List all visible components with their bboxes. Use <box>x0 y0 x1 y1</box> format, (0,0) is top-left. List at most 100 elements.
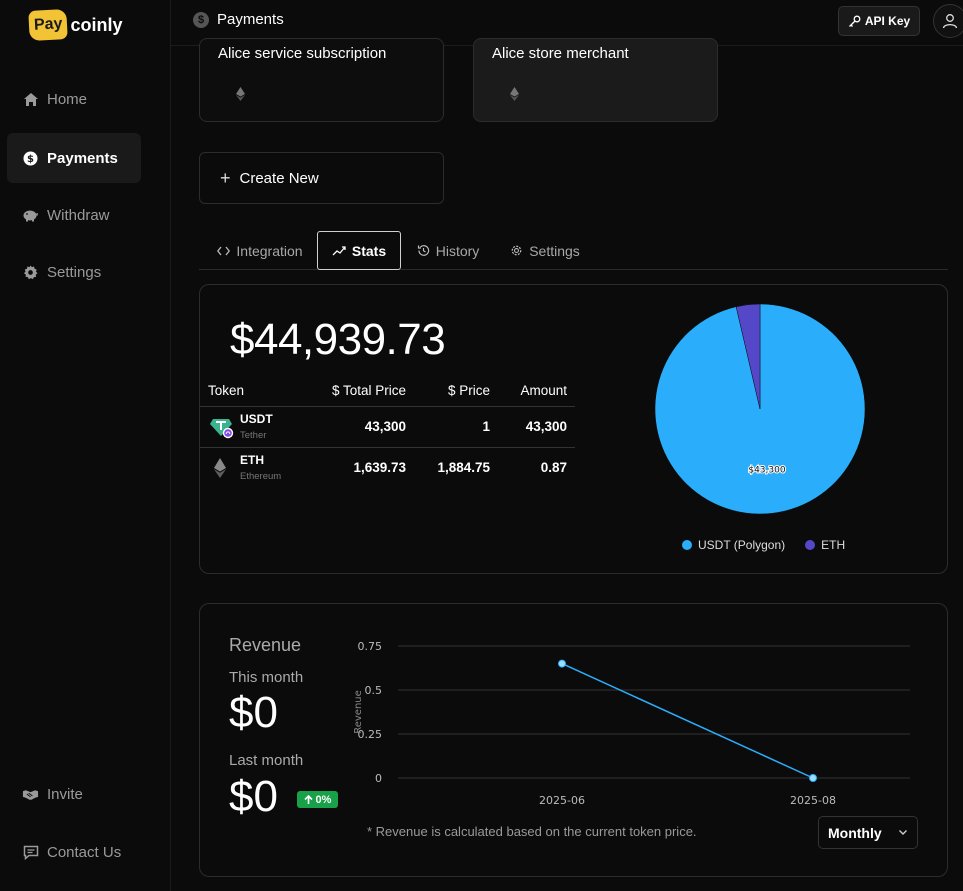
col-price: $ Price <box>447 383 490 398</box>
legend-item-usdt[interactable]: USDT (Polygon) <box>682 538 785 552</box>
tab-history[interactable]: History <box>411 231 485 270</box>
trend-icon <box>332 245 346 255</box>
cell-amount: 0.87 <box>540 460 567 475</box>
revenue-line-chart: 0 0.25 0.5 0.75 2025-06 2025-08 Revenue <box>340 626 920 821</box>
sidebar-item-label: Payments <box>47 149 118 167</box>
sidebar-item-invite[interactable]: Invite <box>7 769 141 819</box>
logo[interactable]: Pay coinly <box>28 9 123 41</box>
code-icon <box>217 246 231 255</box>
col-total-price: $ Total Price <box>331 383 406 398</box>
period-select[interactable]: Monthly <box>818 816 918 849</box>
home-icon <box>22 91 39 108</box>
logo-coinly: coinly <box>70 14 123 35</box>
create-new-button[interactable]: + Create New <box>199 152 444 204</box>
page-title: $ Payments <box>193 11 284 28</box>
page-title-text: Payments <box>217 11 284 28</box>
tab-label: Integration <box>236 242 303 259</box>
token-table-header: Token $ Total Price $ Price Amount <box>200 377 575 407</box>
this-month-value: $0 <box>229 688 278 737</box>
legend-item-eth[interactable]: ETH <box>805 538 845 552</box>
series-line <box>561 662 814 779</box>
tab-settings[interactable]: Settings <box>505 231 585 270</box>
sidebar-item-label: Invite <box>47 785 83 803</box>
token-symbol: ETH <box>240 453 264 467</box>
stats-card: $44,939.73 Token $ Total Price $ Price A… <box>199 284 948 574</box>
project-card-alice-service[interactable]: Alice service subscription <box>199 38 444 122</box>
tether-icon <box>210 419 234 439</box>
pie-legend: USDT (Polygon) ETH <box>682 538 865 552</box>
period-select-value: Monthly <box>828 824 882 841</box>
sidebar-item-label: Settings <box>47 263 102 281</box>
cell-amount: 43,300 <box>525 419 567 434</box>
x-tick-label: 2025-08 <box>790 794 836 807</box>
user-avatar-button[interactable] <box>933 4 963 38</box>
dollar-icon: $ <box>22 150 39 167</box>
token-symbol: USDT <box>240 412 273 426</box>
legend-dot <box>682 540 692 550</box>
data-point[interactable] <box>809 774 817 782</box>
create-new-label: Create New <box>239 169 319 187</box>
pie-slice-eth[interactable] <box>735 303 761 410</box>
this-month-label: This month <box>229 669 304 686</box>
revenue-title: Revenue <box>229 635 302 655</box>
col-token: Token <box>208 383 245 398</box>
logo-pay: Pay <box>28 9 69 41</box>
data-point[interactable] <box>558 659 566 668</box>
gear-icon <box>22 264 39 281</box>
dollar-icon: $ <box>193 11 209 28</box>
user-icon <box>942 14 958 29</box>
y-tick-label: 0.75 <box>358 640 383 653</box>
tab-integration[interactable]: Integration <box>213 231 307 270</box>
change-badge: 0% <box>297 791 338 808</box>
y-tick-label: 0 <box>375 772 382 785</box>
revenue-note: * Revenue is calculated based on the cur… <box>367 824 697 839</box>
sidebar-item-payments[interactable]: $ Payments <box>7 133 141 183</box>
total-balance: $44,939.73 <box>230 315 446 364</box>
project-card-alice-store[interactable]: Alice store merchant <box>473 38 718 122</box>
line-chart-svg: 0 0.25 0.5 0.75 2025-06 2025-08 Revenue <box>353 640 910 807</box>
ethereum-icon <box>510 87 519 101</box>
handshake-icon <box>22 786 39 803</box>
legend-label: USDT (Polygon) <box>698 538 786 552</box>
token-name: Ethereum <box>240 471 282 482</box>
piggy-bank-icon <box>22 207 39 224</box>
pie-chart-svg: $43,300 <box>654 303 866 515</box>
table-row[interactable]: USDT Tether 43,300 1 43,300 <box>200 407 575 448</box>
cell-total-price: 1,639.73 <box>353 460 406 475</box>
main-content: Alice service subscription Alice store m… <box>171 38 963 891</box>
svg-text:$: $ <box>27 154 34 165</box>
cell-total-price: 43,300 <box>364 419 406 434</box>
sidebar-item-contact-us[interactable]: Contact Us <box>7 827 141 877</box>
project-card-title: Alice store merchant <box>492 45 629 62</box>
tab-stats[interactable]: Stats <box>317 231 401 270</box>
last-month-value: $0 <box>229 772 278 821</box>
last-month-label: Last month <box>229 752 304 769</box>
ethereum-icon <box>236 87 245 101</box>
ethereum-icon <box>214 458 226 478</box>
key-icon <box>848 15 861 27</box>
gear-icon <box>511 245 522 256</box>
sidebar-item-label: Contact Us <box>47 843 122 861</box>
sidebar-item-label: Withdraw <box>47 206 110 224</box>
token-pie-chart: $43,300 <box>650 299 870 519</box>
sidebar-item-label: Home <box>47 90 88 108</box>
tab-label: Stats <box>351 242 387 259</box>
message-icon <box>22 844 39 861</box>
plus-icon: + <box>220 167 231 188</box>
chevron-down-icon <box>899 830 907 835</box>
sidebar-item-withdraw[interactable]: Withdraw <box>7 190 141 240</box>
sidebar-item-home[interactable]: Home <box>7 74 141 124</box>
col-amount: Amount <box>520 383 567 398</box>
legend-dot <box>805 540 816 550</box>
api-key-button[interactable]: API Key <box>838 6 920 36</box>
token-name: Tether <box>240 430 267 441</box>
change-badge-value: 0% <box>315 793 332 806</box>
legend-label: ETH <box>821 538 846 552</box>
y-axis-label: Revenue <box>353 690 364 734</box>
tab-label: History <box>435 242 480 259</box>
token-table: Token $ Total Price $ Price Amount USDT … <box>200 377 575 489</box>
table-row[interactable]: ETH Ethereum 1,639.73 1,884.75 0.87 <box>200 448 575 489</box>
sidebar-item-settings[interactable]: Settings <box>7 247 141 297</box>
arrow-up-icon <box>303 794 313 804</box>
